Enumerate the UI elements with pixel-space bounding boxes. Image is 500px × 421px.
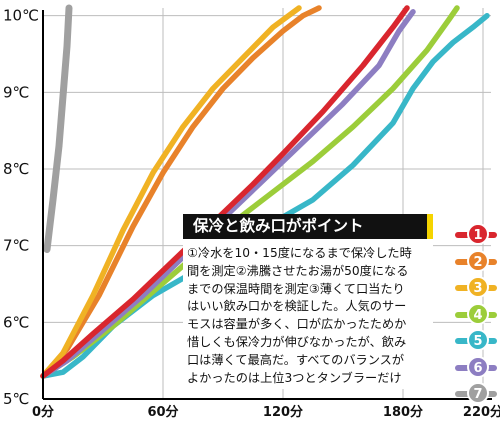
legend-number-badge: 3	[467, 276, 489, 298]
callout-line: 惜しくも保冷力が伸びなかったが、飲み	[187, 334, 407, 349]
x-tick-label: 120分	[263, 404, 303, 420]
callout-title: 保冷と飲み口がポイント	[183, 214, 433, 239]
callout-line: モスは容量が多く、口が広かったためか	[187, 317, 407, 332]
y-tick-label: 8℃	[3, 160, 29, 178]
legend-item-6: 6	[453, 355, 497, 378]
legend-item-5: 5	[453, 329, 497, 351]
legend-number-badge: 6	[467, 355, 489, 378]
y-tick-label: 10℃	[3, 7, 39, 25]
series-line-5	[40, 12, 490, 379]
series-line-2	[40, 5, 322, 379]
callout-line: 口は薄くて最高だ。すべてのバランスが	[187, 352, 405, 367]
callout-line: はいい飲み口かを検証した。人気のサー	[187, 299, 407, 314]
x-tick-label: 220分	[463, 404, 500, 420]
callout-line: 間を測定②沸騰させたお湯が50度になる	[187, 263, 409, 278]
legend-item-4: 4	[453, 302, 497, 325]
series-line-3	[40, 5, 302, 379]
callout-line: よかったのは上位3つとタンブラーだけ	[187, 370, 402, 385]
x-axis-labels: 0分 60分 120分 180分 220分	[32, 404, 500, 420]
y-tick-label: 6℃	[3, 313, 29, 331]
legend-item-2: 2	[453, 249, 497, 272]
legend-number-badge: 5	[467, 329, 489, 351]
x-tick-label: 60分	[147, 404, 178, 420]
y-tick-label: 9℃	[3, 83, 29, 101]
callout-line: ①冷水を10・15度になるまで保冷した時	[187, 246, 412, 260]
x-tick-label: 180分	[383, 404, 423, 420]
legend-number-badge: 1	[467, 223, 489, 245]
y-tick-label: 7℃	[3, 237, 29, 255]
callout-line: までの保温時間を測定③薄くて口当たり	[187, 281, 405, 296]
legend-number-badge: 4	[467, 302, 489, 325]
legend-number-badge: 7	[467, 382, 489, 404]
series-line-6	[40, 9, 416, 379]
series-line-1	[40, 5, 410, 379]
legend-item-3: 3	[453, 276, 497, 298]
legend-item-7: 7	[453, 382, 497, 404]
callout-body: ①冷水を10・15度になるまで保冷した時 間を測定②沸騰させたお湯が50度になる…	[187, 245, 431, 387]
y-tick-label: 5℃	[3, 390, 29, 408]
data-series	[40, 4, 490, 379]
y-axis-labels: 5℃ 6℃ 7℃ 8℃ 9℃ 10℃	[3, 7, 39, 408]
callout-box: 保冷と飲み口がポイント ①冷水を10・15度になるまで保冷した時 間を測定②沸騰…	[183, 214, 433, 389]
legend-item-1: 1	[453, 223, 497, 245]
callout-title-accent	[427, 214, 433, 239]
legend-number-badge: 2	[467, 249, 489, 272]
x-tick-label: 0分	[32, 404, 54, 420]
series-line-4	[40, 5, 460, 379]
series-line-7	[43, 4, 73, 253]
